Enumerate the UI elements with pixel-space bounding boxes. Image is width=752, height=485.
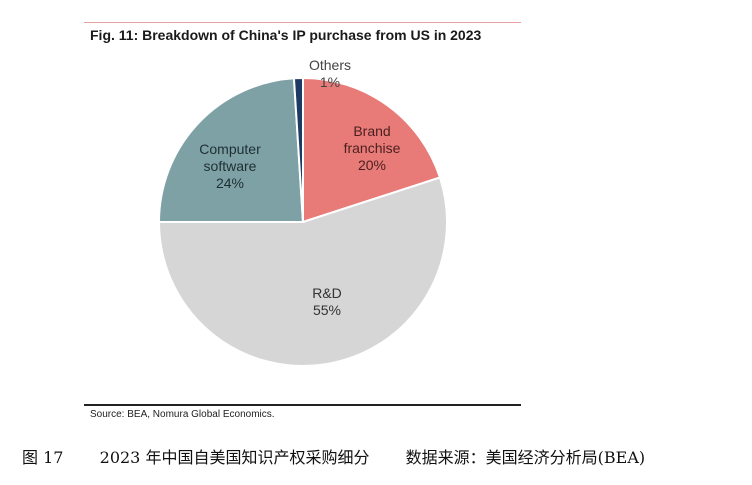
slice-brand-franchise xyxy=(302,76,442,224)
slice-computer-software xyxy=(157,77,305,223)
bottom-rule xyxy=(84,404,521,406)
slice-rd xyxy=(157,176,448,367)
label-computer-software: Computer software 24% xyxy=(199,141,261,191)
label-others: Others 1% xyxy=(309,57,351,90)
slice-others xyxy=(292,76,304,223)
chart-title: Fig. 11: Breakdown of China's IP purchas… xyxy=(90,27,482,43)
label-brand-franchise: Brand franchise 20% xyxy=(344,123,401,173)
label-rd: R&D 55% xyxy=(312,285,342,318)
caption-figure-number: 图 17 xyxy=(22,448,64,467)
caption-text: 2023 年中国自美国知识产权采购细分 xyxy=(99,448,370,467)
figure-caption: 图 17 2023 年中国自美国知识产权采购细分 数据来源：美国经济分析局(BE… xyxy=(22,444,645,468)
top-rule xyxy=(84,22,521,23)
source-note: Source: BEA, Nomura Global Economics. xyxy=(90,409,275,420)
caption-source: 数据来源：美国经济分析局(BEA) xyxy=(405,448,646,467)
